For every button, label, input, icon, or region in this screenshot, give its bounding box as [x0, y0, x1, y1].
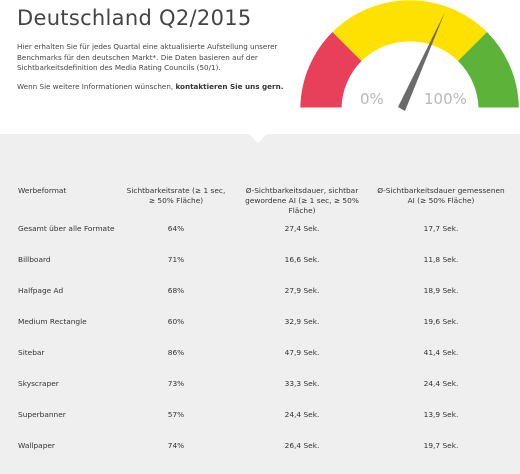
col-header-format: Werbeformat	[18, 186, 67, 195]
cell-duration-measured: 13,9 Sek.	[423, 410, 459, 419]
cell-rate: 57%	[167, 410, 185, 419]
page-title: Deutschland Q2/2015	[17, 6, 252, 30]
cell-duration-measured: 18,9 Sek.	[423, 286, 459, 295]
viewability-gauge: 0% 100%	[300, 0, 519, 111]
cell-format: Sitebar	[18, 348, 45, 357]
table-row: Wallpaper 74% 26,4 Sek. 19,7 Sek.	[10, 441, 510, 472]
cell-format: Wallpaper	[18, 441, 55, 450]
cell-format: Medium Rectangle	[18, 317, 87, 326]
table-row: Sitebar 86% 47,9 Sek. 41,4 Sek.	[10, 348, 510, 379]
cell-rate: 71%	[167, 255, 185, 264]
cell-duration-measured: 11,8 Sek.	[423, 255, 459, 264]
gauge-needle	[398, 12, 445, 111]
col-header-duration-viewed: Ø-Sichtbarkeitsdauer, sichtbar gewordene…	[245, 186, 359, 215]
table-row: Halfpage Ad 68% 27,9 Sek. 18,9 Sek.	[10, 286, 510, 317]
cell-duration-measured: 17,7 Sek.	[423, 224, 459, 233]
benchmark-table: Werbeformat Sichtbarkeitsrate (≥ 1 sec, …	[10, 180, 510, 472]
cell-duration-viewed: 24,4 Sek.	[284, 410, 320, 419]
cell-duration-viewed: 16,6 Sek.	[284, 255, 320, 264]
gauge-segment-red	[300, 32, 362, 108]
header-pointer	[248, 133, 268, 143]
gauge-segment-green	[458, 32, 519, 108]
intro-text: Hier erhalten Sie für jedes Quartal eine…	[17, 42, 278, 72]
contact-text: Wenn Sie weitere Informationen wünschen,…	[17, 82, 302, 92]
table-header-row: Werbeformat Sichtbarkeitsrate (≥ 1 sec, …	[10, 180, 510, 224]
cell-duration-viewed: 26,4 Sek.	[284, 441, 320, 450]
table-row: Superbanner 57% 24,4 Sek. 13,9 Sek.	[10, 410, 510, 441]
cell-duration-measured: 41,4 Sek.	[423, 348, 459, 357]
gauge-min-label: 0%	[360, 90, 384, 108]
cell-format: Gesamt über alle Formate	[18, 224, 115, 233]
cell-rate: 68%	[167, 286, 185, 295]
cell-rate: 73%	[167, 379, 185, 388]
contact-prefix: Wenn Sie weitere Informationen wünschen,	[17, 82, 176, 91]
contact-link[interactable]: kontaktieren Sie uns gern.	[175, 82, 284, 91]
col-header-duration-measured: Ø-Sichtbarkeitsdauer gemessenen AI (≥ 50…	[377, 186, 505, 205]
cell-duration-viewed: 32,9 Sek.	[284, 317, 320, 326]
header-section: Deutschland Q2/2015 Hier erhalten Sie fü…	[0, 0, 520, 134]
cell-rate: 64%	[167, 224, 185, 233]
cell-rate: 74%	[167, 441, 185, 450]
table-row: Skyscraper 73% 33,3 Sek. 24,4 Sek.	[10, 379, 510, 410]
cell-duration-measured: 19,7 Sek.	[423, 441, 459, 450]
cell-duration-viewed: 33,3 Sek.	[284, 379, 320, 388]
cell-format: Halfpage Ad	[18, 286, 64, 295]
cell-format: Superbanner	[18, 410, 66, 419]
table-row: Billboard 71% 16,6 Sek. 11,8 Sek.	[10, 255, 510, 286]
cell-rate: 86%	[167, 348, 185, 357]
cell-duration-measured: 19,6 Sek.	[423, 317, 459, 326]
cell-duration-viewed: 27,9 Sek.	[284, 286, 320, 295]
cell-format: Billboard	[18, 255, 51, 264]
cell-rate: 60%	[167, 317, 185, 326]
table-row: Gesamt über alle Formate 64% 27,4 Sek. 1…	[10, 224, 510, 255]
gauge-segment-yellow	[332, 0, 487, 61]
cell-duration-viewed: 27,4 Sek.	[284, 224, 320, 233]
cell-format: Skyscraper	[18, 379, 59, 388]
cell-duration-measured: 24,4 Sek.	[423, 379, 459, 388]
cell-duration-viewed: 47,9 Sek.	[284, 348, 320, 357]
gauge-max-label: 100%	[424, 90, 467, 108]
table-row: Medium Rectangle 60% 32,9 Sek. 19,6 Sek.	[10, 317, 510, 348]
col-header-rate: Sichtbarkeitsrate (≥ 1 sec, ≥ 50% Fläche…	[126, 186, 226, 205]
